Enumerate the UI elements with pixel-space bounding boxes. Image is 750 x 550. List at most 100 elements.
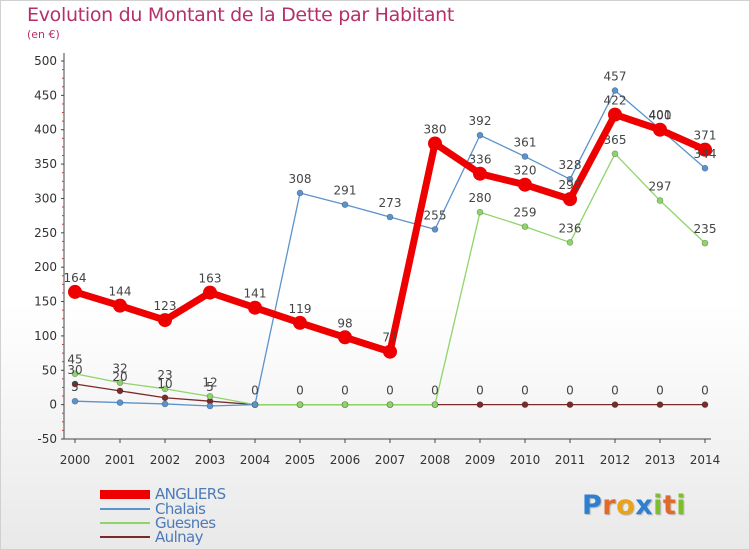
y-tick-label: 350 (34, 157, 57, 171)
data-label-guesnes: 12 (202, 375, 217, 389)
data-point-aulnay (116, 387, 124, 395)
logo-letter: i (676, 490, 687, 521)
data-point-guesnes (206, 393, 214, 400)
data-label-angliers: 400 (649, 109, 672, 123)
x-tick-label: 2004 (240, 453, 271, 467)
x-tick-label: 2000 (60, 453, 91, 467)
data-point-aulnay (71, 380, 79, 388)
data-label-chalais: 457 (604, 70, 627, 84)
data-point-guesnes (161, 385, 169, 393)
data-label-chalais: 344 (694, 147, 717, 161)
data-label-chalais: 291 (334, 184, 357, 198)
data-label-aulnay: 5 (206, 380, 214, 394)
data-label-angliers: 119 (289, 302, 312, 316)
data-label-chalais: 255 (424, 208, 447, 222)
data-point-aulnay (701, 401, 709, 408)
data-point-chalais (476, 131, 484, 139)
legend-item-aulnay: Aulnay (100, 528, 204, 546)
data-point-angliers (68, 284, 82, 299)
legend-swatch-chalais (100, 508, 150, 510)
data-point-chalais (701, 164, 709, 172)
x-tick-label: 2011 (555, 453, 586, 467)
data-label-aulnay: 0 (611, 384, 619, 398)
logo-letter: P (582, 490, 603, 521)
data-label-guesnes: 280 (469, 191, 492, 205)
data-point-chalais (251, 401, 259, 408)
data-point-guesnes (611, 150, 619, 158)
data-label-aulnay: 0 (386, 384, 394, 398)
logo-letter: t (662, 490, 677, 521)
logo-letter: i (653, 490, 663, 521)
data-label-chalais: 401 (649, 108, 672, 122)
data-point-chalais (521, 153, 529, 160)
data-point-aulnay (161, 394, 169, 402)
data-point-guesnes (701, 239, 709, 247)
data-label-aulnay: 30 (67, 363, 82, 377)
data-label-guesnes: 365 (604, 133, 627, 147)
data-label-guesnes: 32 (112, 362, 127, 376)
data-point-aulnay (476, 401, 484, 408)
x-tick-label: 2007 (375, 453, 406, 467)
data-label-angliers: 163 (199, 272, 222, 286)
x-tick-label: 2006 (330, 453, 361, 467)
legend-item-chalais: Chalais (100, 502, 206, 517)
data-point-angliers (428, 136, 442, 151)
data-point-chalais (431, 226, 439, 233)
data-point-guesnes (386, 401, 394, 408)
data-point-chalais (341, 201, 349, 208)
legend-label-angliers: ANGLIERS (155, 485, 226, 503)
data-label-aulnay: 0 (701, 384, 709, 398)
data-point-chalais (161, 400, 169, 408)
data-point-chalais (116, 399, 124, 406)
data-point-chalais (71, 397, 79, 405)
data-point-chalais (296, 189, 304, 197)
data-label-chalais: 273 (379, 196, 402, 210)
logo-letter: x (635, 490, 654, 521)
data-point-aulnay (656, 401, 664, 408)
data-point-guesnes (656, 197, 664, 204)
data-label-aulnay: 0 (521, 384, 529, 398)
data-label-angliers: 320 (514, 164, 537, 178)
data-point-guesnes (476, 208, 484, 216)
data-label-angliers: 371 (694, 129, 717, 143)
data-point-chalais (611, 87, 619, 94)
data-point-angliers (383, 344, 397, 359)
y-tick-label: 300 (34, 191, 57, 205)
y-tick-label: 150 (34, 295, 57, 309)
data-point-angliers (203, 285, 217, 300)
data-label-chalais: 361 (514, 136, 537, 150)
data-label-chalais: 5 (71, 380, 79, 394)
data-label-guesnes: 235 (694, 222, 717, 236)
data-point-guesnes (296, 401, 304, 408)
y-tick-label: 250 (34, 226, 57, 240)
data-point-guesnes (566, 239, 574, 246)
data-label-angliers: 336 (469, 153, 492, 167)
data-point-aulnay (611, 401, 619, 408)
data-label-guesnes: 23 (157, 368, 172, 382)
data-point-guesnes (71, 370, 79, 378)
chart-title: Evolution du Montant de la Dette par Hab… (27, 4, 455, 26)
data-label-aulnay: 0 (341, 384, 349, 398)
legend-label-aulnay: Aulnay (155, 528, 204, 546)
legend-swatch-guesnes (100, 522, 150, 524)
y-tick-label: 450 (34, 88, 57, 102)
y-tick-label: 400 (34, 123, 57, 137)
data-point-angliers (248, 300, 262, 315)
data-point-angliers (518, 177, 532, 192)
y-tick-label: 100 (34, 329, 57, 343)
data-label-chalais: 392 (469, 114, 492, 128)
data-label-chalais: 328 (559, 158, 582, 172)
data-point-guesnes (431, 401, 439, 408)
data-label-angliers: 141 (244, 287, 267, 301)
data-label-chalais: 308 (289, 172, 312, 186)
data-point-angliers (293, 315, 307, 330)
x-tick-label: 2001 (105, 453, 136, 467)
data-label-aulnay: 20 (112, 370, 127, 384)
legend-swatch-angliers (100, 489, 150, 499)
data-point-chalais (206, 402, 214, 410)
data-label-angliers: 123 (154, 299, 177, 313)
data-label-angliers: 164 (64, 271, 87, 285)
y-tick-label: -50 (37, 432, 57, 446)
data-point-angliers (158, 313, 172, 328)
